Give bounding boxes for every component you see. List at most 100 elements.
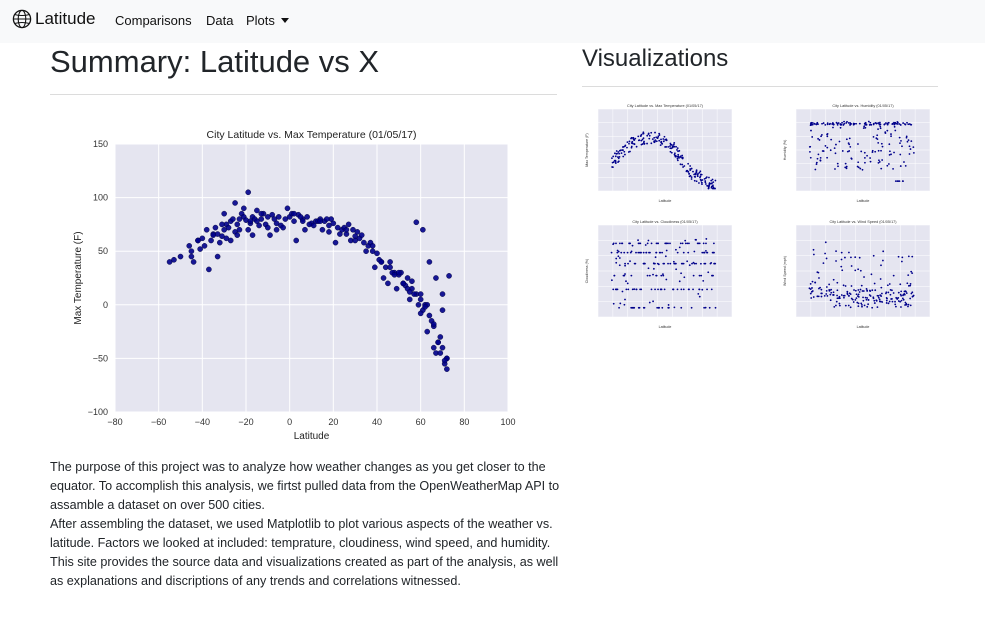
thumb-data-point (832, 278, 835, 281)
thumb-data-point (695, 169, 698, 172)
thumb-data-point (816, 121, 819, 124)
thumb-data-point (672, 143, 675, 146)
thumb-title: City Latitude vs. Humidity (01/05/17) (832, 104, 894, 108)
nav-data[interactable]: Data (206, 13, 234, 28)
thumb-data-point (629, 150, 631, 153)
thumb-data-point (615, 288, 618, 291)
thumb-data-point (633, 288, 636, 291)
data-point (216, 239, 223, 246)
thumb-data-point (624, 298, 626, 301)
thumbnail-wind-speed-plot[interactable]: City Latitude vs. Wind Speed (01/05/17) L… (780, 216, 935, 331)
thumb-data-point (847, 122, 850, 124)
thumb-data-point (649, 251, 651, 254)
thumb-data-point (872, 297, 875, 300)
thumb-data-point (877, 142, 880, 144)
thumb-data-point (834, 304, 837, 307)
thumb-data-point (679, 155, 682, 158)
thumbnail-cloudiness-plot[interactable]: City Latitude vs. Cloudiness (01/05/17) L… (582, 216, 737, 331)
thumb-data-point (676, 288, 679, 291)
thumb-data-point (711, 251, 714, 254)
thumbnail-temperature-plot[interactable]: City Latitude vs. Max Temperature (01/05… (582, 100, 737, 205)
data-point (267, 232, 273, 238)
thumb-data-point (822, 122, 825, 124)
thumb-data-point (700, 262, 702, 265)
thumb-data-point (619, 149, 622, 152)
thumb-data-point (682, 251, 685, 254)
thumb-data-point (857, 293, 860, 296)
thumb-data-point (882, 259, 884, 262)
thumb-data-point (890, 133, 892, 135)
thumb-data-point (825, 257, 828, 260)
data-point (363, 248, 369, 254)
thumb-data-point (614, 152, 616, 155)
thumb-data-point (891, 122, 894, 125)
thumb-data-point (703, 306, 706, 309)
thumb-data-point (711, 178, 714, 181)
thumb-data-point (854, 256, 857, 259)
thumb-data-point (816, 295, 819, 298)
thumb-data-point (865, 288, 868, 290)
thumb-data-point (637, 135, 640, 138)
thumb-data-point (880, 292, 883, 295)
thumbnail-humidity-plot[interactable]: City Latitude vs. Humidity (01/05/17) Lat… (780, 100, 935, 205)
thumb-data-point (665, 278, 668, 281)
data-point (439, 307, 446, 313)
thumb-data-point (648, 301, 651, 304)
thumb-data-point (900, 260, 903, 263)
data-point (299, 218, 306, 224)
data-point (361, 239, 367, 246)
thumb-data-point (696, 175, 699, 178)
brand-link[interactable]: Latitude (12, 9, 96, 29)
thumb-data-point (650, 142, 653, 145)
thumb-data-point (893, 123, 896, 126)
thumb-data-point (911, 295, 914, 298)
thumb-data-point (624, 273, 626, 275)
summary-paragraph-2: After assembling the dataset, we used Ma… (50, 517, 559, 588)
thumb-data-point (852, 123, 855, 126)
thumb-data-point (852, 301, 855, 303)
thumb-data-point (686, 242, 689, 245)
nav-plots-label: Plots (246, 13, 275, 28)
data-point (393, 285, 400, 292)
data-point (208, 237, 214, 244)
thumb-data-point (904, 301, 907, 304)
thumb-data-point (670, 151, 673, 154)
thumb-data-point (698, 295, 701, 298)
thumb-data-point (656, 242, 659, 245)
thumb-data-point (622, 155, 625, 158)
thumb-data-point (713, 262, 716, 265)
thumb-data-point (653, 262, 655, 265)
thumb-data-point (840, 258, 843, 261)
nav-comparisons[interactable]: Comparisons (115, 13, 192, 28)
thumb-data-point (907, 255, 910, 258)
data-point (326, 229, 332, 235)
thumb-data-point (812, 248, 815, 251)
page-title: Summary: Latitude vs X (50, 44, 380, 79)
data-point (404, 275, 411, 281)
thumb-data-point (667, 242, 669, 245)
thumb-data-point (819, 159, 822, 162)
thumb-data-point (903, 123, 906, 125)
thumb-data-point (857, 161, 860, 164)
thumb-data-point (889, 150, 891, 153)
thumb-data-point (866, 305, 869, 308)
thumb-data-point (707, 185, 710, 188)
thumb-x-label: Latitude (659, 199, 672, 203)
data-point (236, 226, 243, 233)
y-tick-label: 150 (93, 139, 108, 149)
thumb-data-point (845, 165, 848, 168)
thumb-data-point (902, 298, 905, 301)
data-point (195, 237, 201, 244)
nav-plots-dropdown[interactable]: Plots (246, 13, 289, 28)
thumb-data-point (693, 179, 696, 182)
data-point (310, 222, 317, 229)
thumb-data-point (836, 289, 839, 292)
thumb-data-point (825, 286, 828, 288)
thumb-data-point (698, 274, 701, 277)
thumb-data-point (906, 121, 908, 124)
data-point (304, 214, 310, 220)
thumb-data-point (626, 282, 629, 285)
thumb-data-point (629, 251, 632, 254)
thumb-data-point (879, 121, 881, 124)
thumb-data-point (696, 173, 699, 176)
